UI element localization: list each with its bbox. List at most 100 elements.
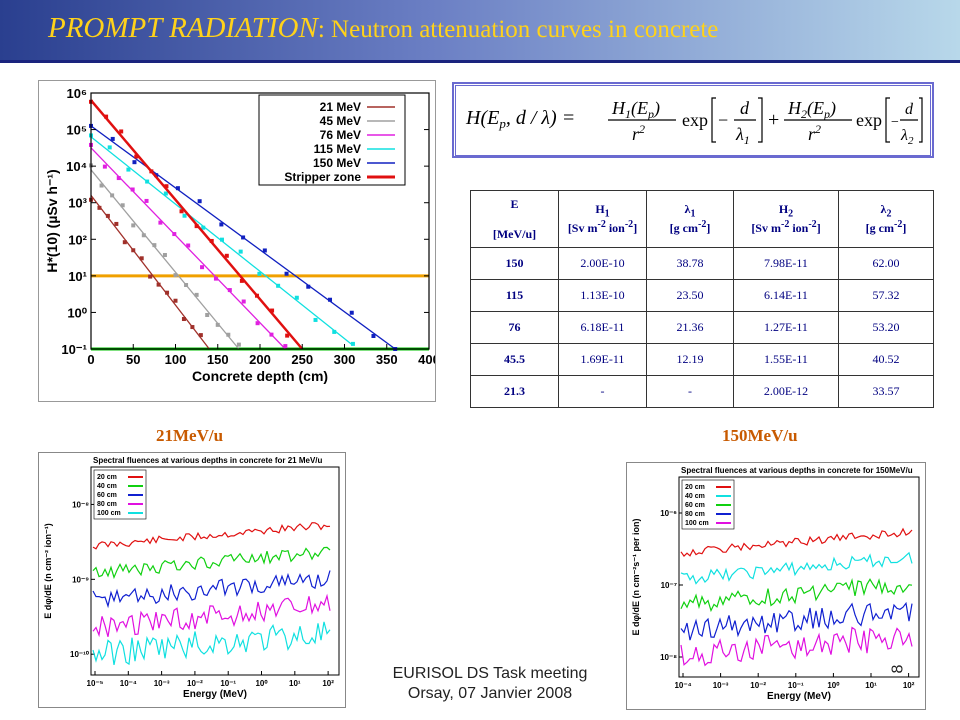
y-tick-label: 10⁻¹⁰ <box>70 650 90 659</box>
data-point <box>99 183 104 188</box>
data-point <box>241 299 246 304</box>
y-tick-label: 10¹ <box>68 269 87 284</box>
data-point <box>173 298 178 303</box>
legend-label: 115 MeV <box>314 142 361 156</box>
spectrum-plot-150: Spectral fluences at various depths in c… <box>626 462 926 710</box>
data-point <box>172 232 177 237</box>
data-point <box>131 223 136 228</box>
data-point <box>164 184 169 189</box>
data-point <box>209 238 214 243</box>
data-point <box>349 310 354 315</box>
spectrum-legend-label: 80 cm <box>97 501 117 508</box>
data-point <box>186 243 191 248</box>
spectrum-title: Spectral fluences at various depths in c… <box>93 456 323 465</box>
cell-lambda2: 33.57 <box>838 375 934 408</box>
cell-lambda1: 23.50 <box>646 279 734 312</box>
formula-svg: H(Ep, d / λ) = H1(Ep) r2 exp − d λ1 + H2… <box>465 96 923 147</box>
series-fit-line <box>90 195 210 350</box>
x-axis-label: Concrete depth (cm) <box>192 368 328 384</box>
data-point <box>294 295 299 300</box>
cell-lambda1: 12.19 <box>646 343 734 376</box>
data-point <box>219 222 224 227</box>
data-point <box>148 274 153 279</box>
footer: EURISOL DS Task meeting Orsay, 07 Janvie… <box>340 664 640 704</box>
data-point <box>181 317 186 322</box>
spectrum-legend-label: 60 cm <box>97 492 117 499</box>
spectrum-legend-label: 60 cm <box>685 502 705 509</box>
table-row: 115 1.13E-10 23.50 6.14E-11 57.32 <box>470 279 934 312</box>
data-point <box>226 332 231 337</box>
data-point <box>131 248 136 253</box>
x-tick-label: 10⁰ <box>827 681 840 690</box>
cell-h2: 1.27E-11 <box>733 311 839 344</box>
formula-lambda1: λ1 <box>735 124 750 146</box>
data-point <box>238 249 243 254</box>
data-point <box>194 224 199 229</box>
y-tick-label: 10⁵ <box>66 123 87 138</box>
spectrum-series-trace <box>92 593 331 638</box>
spectrum-series-trace <box>92 570 331 609</box>
data-point <box>269 332 274 337</box>
spectrum-series-trace <box>680 527 913 558</box>
x-tick-label: 0 <box>87 352 94 367</box>
spectrum-legend-label: 20 cm <box>97 474 117 481</box>
x-tick-label: 150 <box>207 352 229 367</box>
series-76-mev <box>89 142 288 350</box>
x-tick-label: 10² <box>322 679 334 688</box>
x-tick-label: 10⁻¹ <box>220 679 236 688</box>
cell-h2: 2.00E-12 <box>733 375 839 408</box>
cell-h1: 1.69E-11 <box>558 343 647 376</box>
spectrum-legend-label: 20 cm <box>685 484 705 491</box>
data-point <box>276 283 281 288</box>
spectrum-plot-150-svg: Spectral fluences at various depths in c… <box>631 466 920 702</box>
series-stripper-zone <box>89 99 304 350</box>
title-subtitle: : Neutron attenuation curves in concrete <box>317 16 719 43</box>
cell-lambda2: 62.00 <box>838 247 934 280</box>
data-point <box>175 186 180 191</box>
x-tick-label: 10⁻³ <box>154 679 170 688</box>
footer-line-1: EURISOL DS Task meeting <box>392 665 588 682</box>
series-115-mev <box>89 133 355 346</box>
data-point <box>182 213 187 218</box>
data-point <box>213 276 218 281</box>
data-point <box>156 282 161 287</box>
data-point <box>120 203 125 208</box>
bracket-left-2 <box>885 96 890 143</box>
attenuation-plot: 10⁶ 10⁵ 10⁴ 10³ 10² 10¹ 10⁰ 10⁻¹ 0 50 100 150 200 250… <box>38 80 436 402</box>
formula-den2: r2 <box>808 122 821 144</box>
data-point <box>116 176 121 181</box>
x-tick-label: 400 <box>418 352 435 367</box>
y-axis-label: E dφ/dE (n cm⁻²s⁻¹ per ion) <box>631 519 641 636</box>
table-header-row: E [MeV/u] H1 [Sv m-2 ion-2] λ1 [g cm-2] H2[… <box>470 190 934 248</box>
data-point <box>306 284 311 289</box>
table-row: 45.5 1.69E-11 12.19 1.55E-11 40.52 <box>470 343 934 376</box>
legend-label: 76 MeV <box>320 128 361 142</box>
spectrum-series-trace <box>680 551 913 585</box>
data-point <box>227 288 232 293</box>
formula-lambda2: λ2 <box>900 127 914 146</box>
data-point <box>145 179 150 184</box>
legend-label: 45 MeV <box>320 114 361 128</box>
x-tick-label: 10² <box>903 681 915 690</box>
cell-h2: 7.98E-11 <box>733 247 839 280</box>
x-axis-label: Energy (MeV) <box>767 691 831 702</box>
y-tick-label: 10⁴ <box>66 159 87 174</box>
y-tick-label: 10⁻⁸ <box>72 500 89 509</box>
cell-energy: 150 <box>470 247 559 280</box>
data-point <box>371 333 376 338</box>
data-point <box>141 233 146 238</box>
header-lambda2: λ2 [g cm-2] <box>838 190 934 248</box>
formula-minus2: − <box>891 115 899 130</box>
x-tick-label: 10⁰ <box>255 679 268 688</box>
spectrum-legend-label: 80 cm <box>685 511 705 518</box>
data-point <box>190 325 195 330</box>
bracket-left-1 <box>711 96 716 143</box>
slide-title: PROMPT RADIATION: Neutron attenuation cu… <box>48 12 718 45</box>
formula-d2: d <box>905 101 914 118</box>
formula-d1: d <box>740 98 750 118</box>
x-tick-label: 10⁻² <box>187 679 203 688</box>
x-tick-label: 10⁻¹ <box>788 681 804 690</box>
cell-energy: 21.3 <box>470 375 559 408</box>
attenuation-plot-svg: 10⁶ 10⁵ 10⁴ 10³ 10² 10¹ 10⁰ 10⁻¹0 50 100 150 200 250… <box>44 86 435 384</box>
data-point <box>173 273 178 278</box>
